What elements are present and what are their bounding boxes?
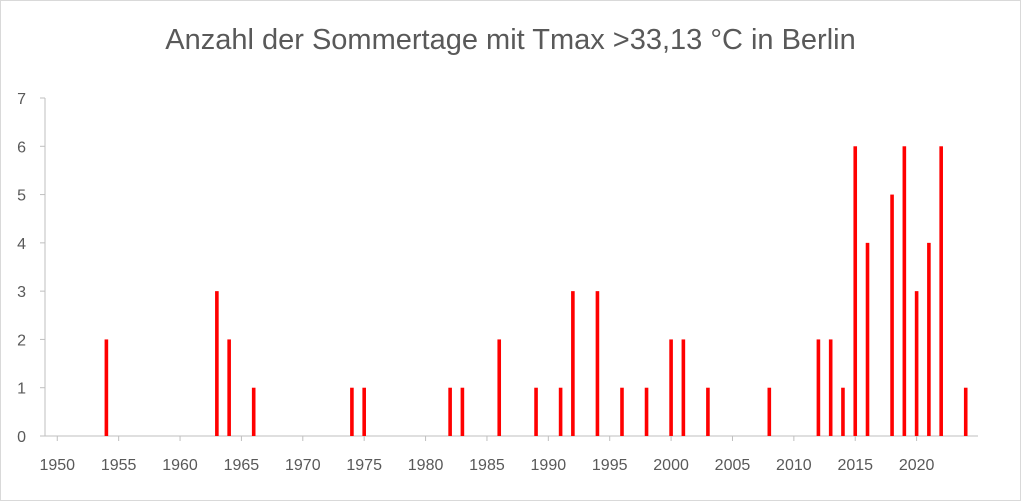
bar <box>571 291 575 436</box>
bar <box>706 387 710 436</box>
x-tick-label: 1970 <box>285 457 321 474</box>
bar <box>620 387 624 436</box>
x-tick-label: 1955 <box>101 457 137 474</box>
y-tick-label: 5 <box>17 188 26 205</box>
bar <box>865 242 870 436</box>
bar <box>460 387 465 436</box>
x-tick-label: 1975 <box>346 457 382 474</box>
y-tick-label: 6 <box>17 139 26 156</box>
x-tick-label: 2020 <box>899 457 935 474</box>
bar <box>914 291 919 436</box>
y-tick-label: 2 <box>17 332 26 349</box>
bar <box>251 387 256 436</box>
bar <box>890 194 894 436</box>
x-tick-label: 2010 <box>776 457 812 474</box>
x-tick-label: 1965 <box>224 457 260 474</box>
bar <box>350 387 354 436</box>
x-tick-label: 1950 <box>39 457 75 474</box>
bar <box>828 339 833 436</box>
y-tick-label: 3 <box>17 284 26 301</box>
bar <box>853 146 858 437</box>
x-tick-label: 1980 <box>408 457 444 474</box>
bar <box>215 291 219 436</box>
x-tick-label: 1960 <box>162 457 198 474</box>
bar <box>644 387 649 436</box>
x-tick-label: 2005 <box>715 457 751 474</box>
bar <box>963 387 968 436</box>
bar <box>669 339 673 436</box>
x-tick-label: 1985 <box>469 457 505 474</box>
bar <box>497 339 502 436</box>
x-tick-label: 1995 <box>592 457 628 474</box>
bar <box>681 339 686 436</box>
bar <box>534 387 538 436</box>
y-tick-label: 1 <box>17 381 26 398</box>
bar <box>362 387 366 436</box>
bar <box>939 146 943 437</box>
y-tick-label: 4 <box>17 236 26 253</box>
bar <box>558 387 563 436</box>
bar <box>595 291 600 436</box>
chart-title: Anzahl der Sommertage mit Tmax >33,13 °C… <box>165 24 856 56</box>
bar <box>227 339 231 436</box>
x-tick-label: 2000 <box>653 457 689 474</box>
bar <box>448 387 452 436</box>
y-tick-label: 0 <box>17 429 26 446</box>
bar <box>902 146 907 437</box>
bar <box>927 242 931 436</box>
y-tick-label: 7 <box>17 91 26 108</box>
x-tick-label: 2015 <box>837 457 873 474</box>
bar <box>104 339 109 436</box>
bar <box>816 339 821 436</box>
bar <box>767 387 772 436</box>
x-tick-label: 1990 <box>531 457 567 474</box>
bar <box>841 387 845 436</box>
